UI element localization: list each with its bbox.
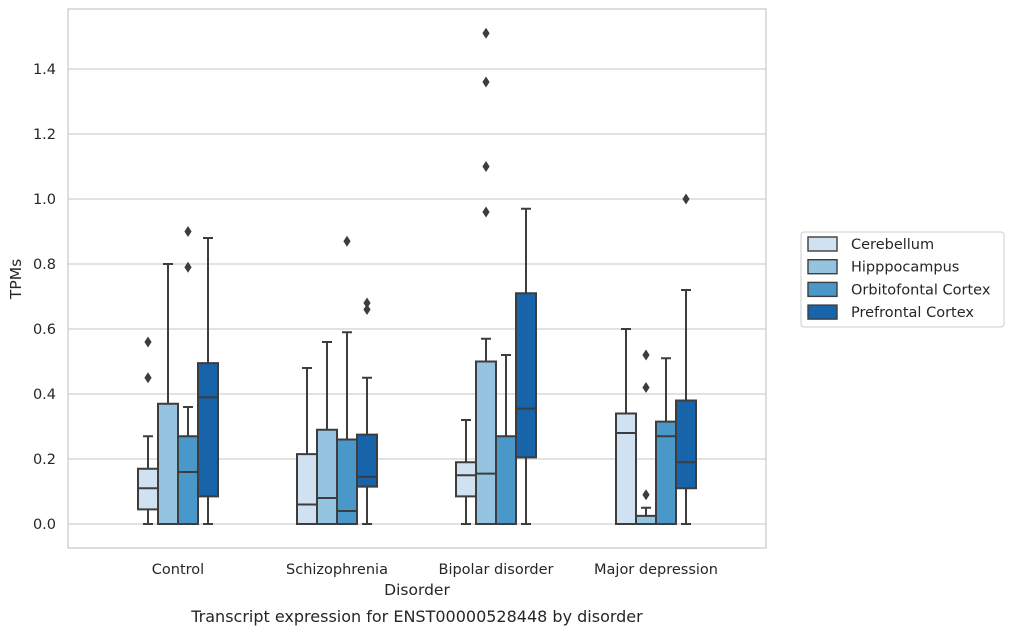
y-tick-label: 0.0 <box>33 517 56 533</box>
box-body <box>296 453 318 525</box>
outlier-point <box>642 349 650 361</box>
box-body <box>615 412 637 525</box>
legend-label: Cerebellum <box>851 237 934 253</box>
y-tick-label: 1.2 <box>33 127 56 143</box>
x-tick-label: Schizophrenia <box>286 562 388 578</box>
outlier-point <box>363 304 371 315</box>
y-tick-label: 0.6 <box>33 322 56 338</box>
outlier-point <box>144 372 152 384</box>
outlier-point <box>482 76 490 88</box>
legend-swatch <box>807 281 838 298</box>
legend-label: Prefrontal Cortex <box>851 305 974 321</box>
x-axis-title: Disorder <box>384 581 450 599</box>
legend: Cerebellum Hipppocampus Orbitofontal Corte… <box>800 231 1005 328</box>
y-tick-label: 1.4 <box>33 62 56 78</box>
box-body <box>515 292 537 459</box>
outlier-point <box>343 235 351 247</box>
box-groups <box>137 27 697 525</box>
box-1-1 <box>137 336 159 525</box>
y-tick-label: 1.0 <box>33 192 56 208</box>
box-3-1 <box>177 226 199 525</box>
legend-swatch <box>807 259 838 275</box>
x-tick-labels: Control Schizophrenia Bipolar disorder Majo… <box>152 562 718 578</box>
outlier-point <box>482 27 490 39</box>
box-body <box>455 461 477 498</box>
box-1-4 <box>615 328 637 525</box>
figure-caption: Transcript expression for ENST0000052844… <box>190 607 643 626</box>
box-body <box>197 362 219 498</box>
legend-items: Cerebellum Hipppocampus Orbitofontal Corte… <box>807 236 991 321</box>
box-2-3 <box>475 27 497 525</box>
outlier-point <box>482 206 490 218</box>
y-tick-label: 0.8 <box>33 257 56 273</box>
legend-swatch <box>807 304 838 320</box>
box-body <box>635 514 657 525</box>
x-tick-label: Major depression <box>594 562 718 578</box>
box-body <box>177 435 199 525</box>
outlier-point <box>144 336 152 348</box>
legend-label: Orbitofontal Cortex <box>851 282 991 298</box>
box-body <box>675 399 697 490</box>
box-1-3 <box>455 419 477 525</box>
box-1-2 <box>296 367 318 525</box>
box-body <box>356 433 378 488</box>
box-2-4 <box>635 349 657 525</box>
box-body <box>316 428 338 525</box>
box-body <box>157 402 179 525</box>
y-axis-title: TPMs <box>7 259 25 300</box>
box-4-4 <box>675 193 697 525</box>
box-3-4 <box>655 357 677 525</box>
plot-frame <box>67 8 767 549</box>
box-body <box>495 435 517 525</box>
y-tick-label: 0.4 <box>33 387 56 403</box>
outlier-point <box>642 489 650 501</box>
box-4-3 <box>515 207 537 525</box>
outlier-point <box>682 193 690 205</box>
legend-frame <box>800 231 1005 328</box>
x-tick-label: Bipolar disorder <box>439 562 554 578</box>
outlier-point <box>363 297 371 309</box>
x-tick-label: Control <box>152 562 204 578</box>
box-body <box>475 360 497 525</box>
box-4-2 <box>356 297 378 525</box>
outlier-point <box>482 161 490 172</box>
outlier-point <box>184 261 192 273</box>
outlier-point <box>184 226 192 237</box>
outlier-point <box>642 382 650 393</box>
y-tick-labels: 0.0 0.2 0.4 0.6 0.8 1.0 1.2 1.4 <box>33 62 56 533</box>
y-tick-label: 0.2 <box>33 452 56 468</box>
box-3-3 <box>495 354 517 525</box>
legend-label: Hipppocampus <box>851 260 959 276</box>
box-4-1 <box>197 237 219 525</box>
legend-swatch <box>807 236 838 252</box>
